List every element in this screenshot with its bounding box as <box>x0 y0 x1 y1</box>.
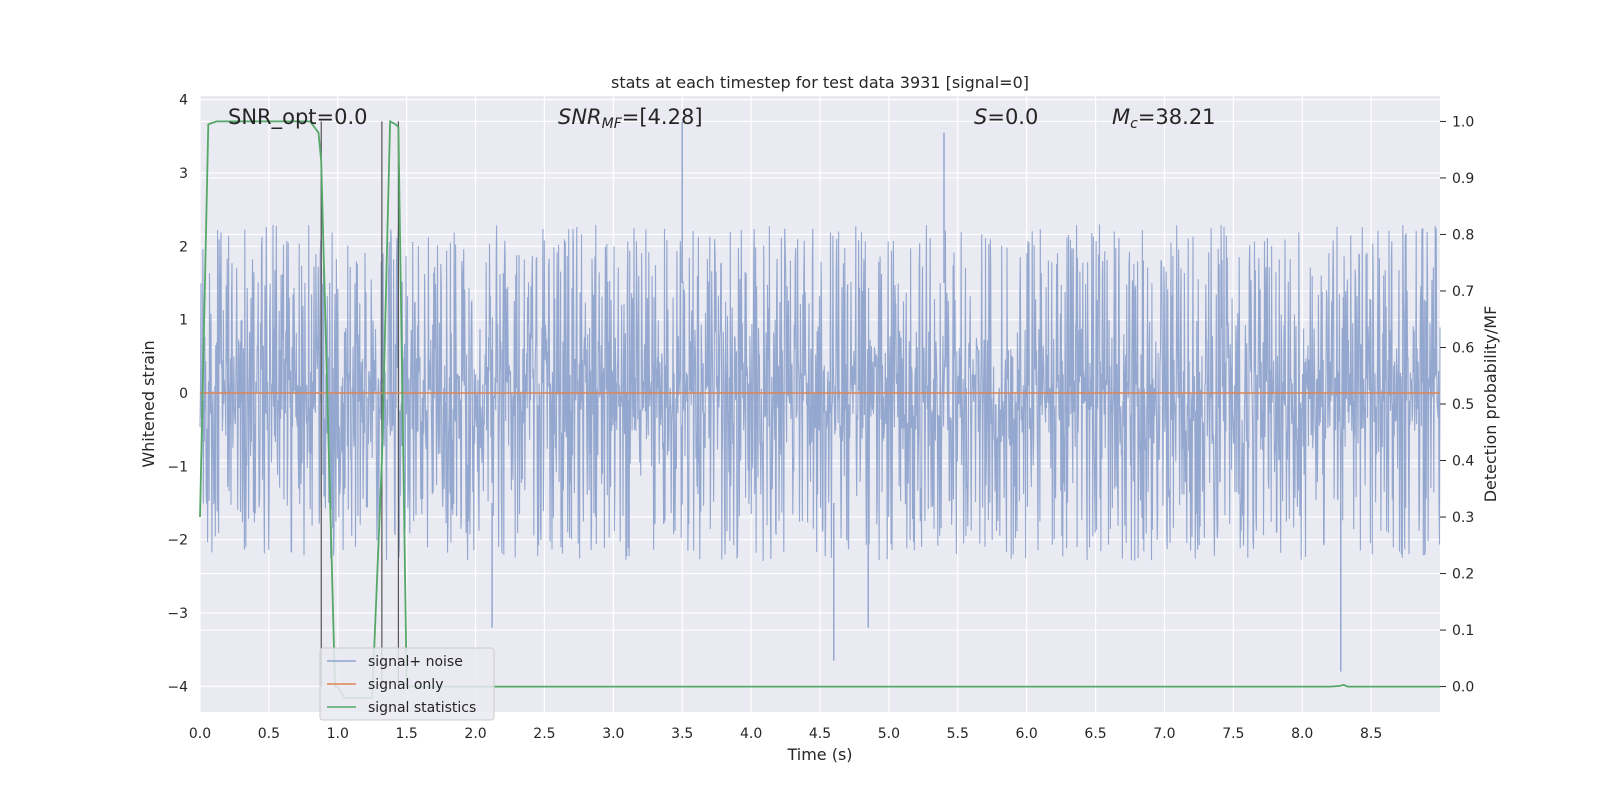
x-axis-ticks: 0.0 0.5 1.0 1.5 2.0 2.5 3.0 3.5 4.0 4.5 5.0 5.5 6.0 6… <box>189 726 1382 742</box>
signal-statistics-series <box>199 119 1440 699</box>
x-tick-label: 3.5 <box>671 726 693 742</box>
x-tick-label: 7.0 <box>1153 726 1175 742</box>
y-left-tick-label: 0 <box>179 386 188 402</box>
x-tick-label: 8.5 <box>1360 726 1382 742</box>
legend-label-signal-statistics: signal statistics <box>368 700 476 716</box>
annotation-snr-mf-value: =[4.28] <box>622 105 703 129</box>
x-tick-label: 0.0 <box>189 726 211 742</box>
y-right-tick-label: 0.4 <box>1452 454 1474 470</box>
y-right-tick-label: 0.8 <box>1452 227 1474 243</box>
y-right-tick-label: 0.3 <box>1452 510 1474 526</box>
signal-noise-line <box>199 224 1441 562</box>
annotation-snr-mf-symbol: SNR <box>558 105 602 129</box>
annotation-mc-symbol: M <box>1112 105 1130 129</box>
y-right-tick-label: 0.6 <box>1452 340 1474 356</box>
annotation-s: S=0.0 <box>974 105 1038 129</box>
y-left-tick-label: 4 <box>179 93 188 109</box>
y-right-tick-label: 0.0 <box>1452 680 1474 696</box>
x-tick-label: 4.0 <box>740 726 762 742</box>
chart-title: stats at each timestep for test data 393… <box>611 73 1029 92</box>
y-right-axis-ticks: 1.0 0.9 0.8 0.7 0.6 0.5 0.4 0.3 0.2 0.1 0.0 <box>1440 114 1474 696</box>
legend-label-signal-noise: signal+ noise <box>368 654 463 670</box>
x-axis-label: Time (s) <box>786 745 852 764</box>
annotation-snr-mf-subscript: MF <box>602 116 623 132</box>
x-tick-label: 5.5 <box>947 726 969 742</box>
y-left-tick-label: 2 <box>179 239 188 255</box>
legend: signal+ noise signal only signal statist… <box>319 647 495 721</box>
signal-statistics-line <box>199 119 1440 699</box>
x-tick-label: 0.5 <box>258 726 280 742</box>
x-tick-label: 6.5 <box>1084 726 1106 742</box>
legend-box <box>319 647 495 721</box>
x-tick-label: 8.0 <box>1291 726 1313 742</box>
y-right-tick-label: 0.9 <box>1452 171 1474 187</box>
y-right-tick-label: 0.1 <box>1452 623 1474 639</box>
y-left-axis-ticks: 4 3 2 1 0 −1 −2 −3 −4 <box>167 93 188 696</box>
annotation-snr-mf: SNRMF=[4.28] <box>558 105 703 132</box>
y-left-axis-label: Whitened strain <box>139 340 158 467</box>
x-tick-label: 7.5 <box>1222 726 1244 742</box>
annotation-mc-subscript: c <box>1130 116 1138 132</box>
x-tick-label: 3.0 <box>602 726 624 742</box>
y-right-tick-label: 0.5 <box>1452 397 1474 413</box>
x-tick-label: 5.0 <box>878 726 900 742</box>
y-left-tick-label: −2 <box>167 533 188 549</box>
annotation-mc: Mc=38.21 <box>1112 105 1216 132</box>
annotation-s-value: =0.0 <box>987 105 1038 129</box>
x-tick-label: 1.5 <box>396 726 418 742</box>
y-right-axis-label: Detection probability/MF <box>1481 306 1500 503</box>
y-left-tick-label: −3 <box>167 606 188 622</box>
y-left-tick-label: −1 <box>167 459 188 475</box>
x-tick-label: 2.0 <box>464 726 486 742</box>
y-right-tick-label: 1.0 <box>1452 114 1474 130</box>
y-left-tick-label: 1 <box>179 313 188 329</box>
x-tick-label: 6.0 <box>1016 726 1038 742</box>
y-right-tick-label: 0.2 <box>1452 567 1474 583</box>
annotation-s-symbol: S <box>974 105 987 129</box>
x-tick-label: 4.5 <box>809 726 831 742</box>
x-tick-label: 2.5 <box>533 726 555 742</box>
legend-label-signal-only: signal only <box>368 677 443 693</box>
annotation-mc-value: =38.21 <box>1138 105 1216 129</box>
x-tick-label: 1.0 <box>327 726 349 742</box>
vertical-markers <box>320 121 399 687</box>
y-right-tick-label: 0.7 <box>1452 284 1474 300</box>
annotation-snr-opt: SNR_opt=0.0 <box>228 105 368 130</box>
y-left-tick-label: −4 <box>167 679 188 695</box>
y-left-tick-label: 3 <box>179 166 188 182</box>
